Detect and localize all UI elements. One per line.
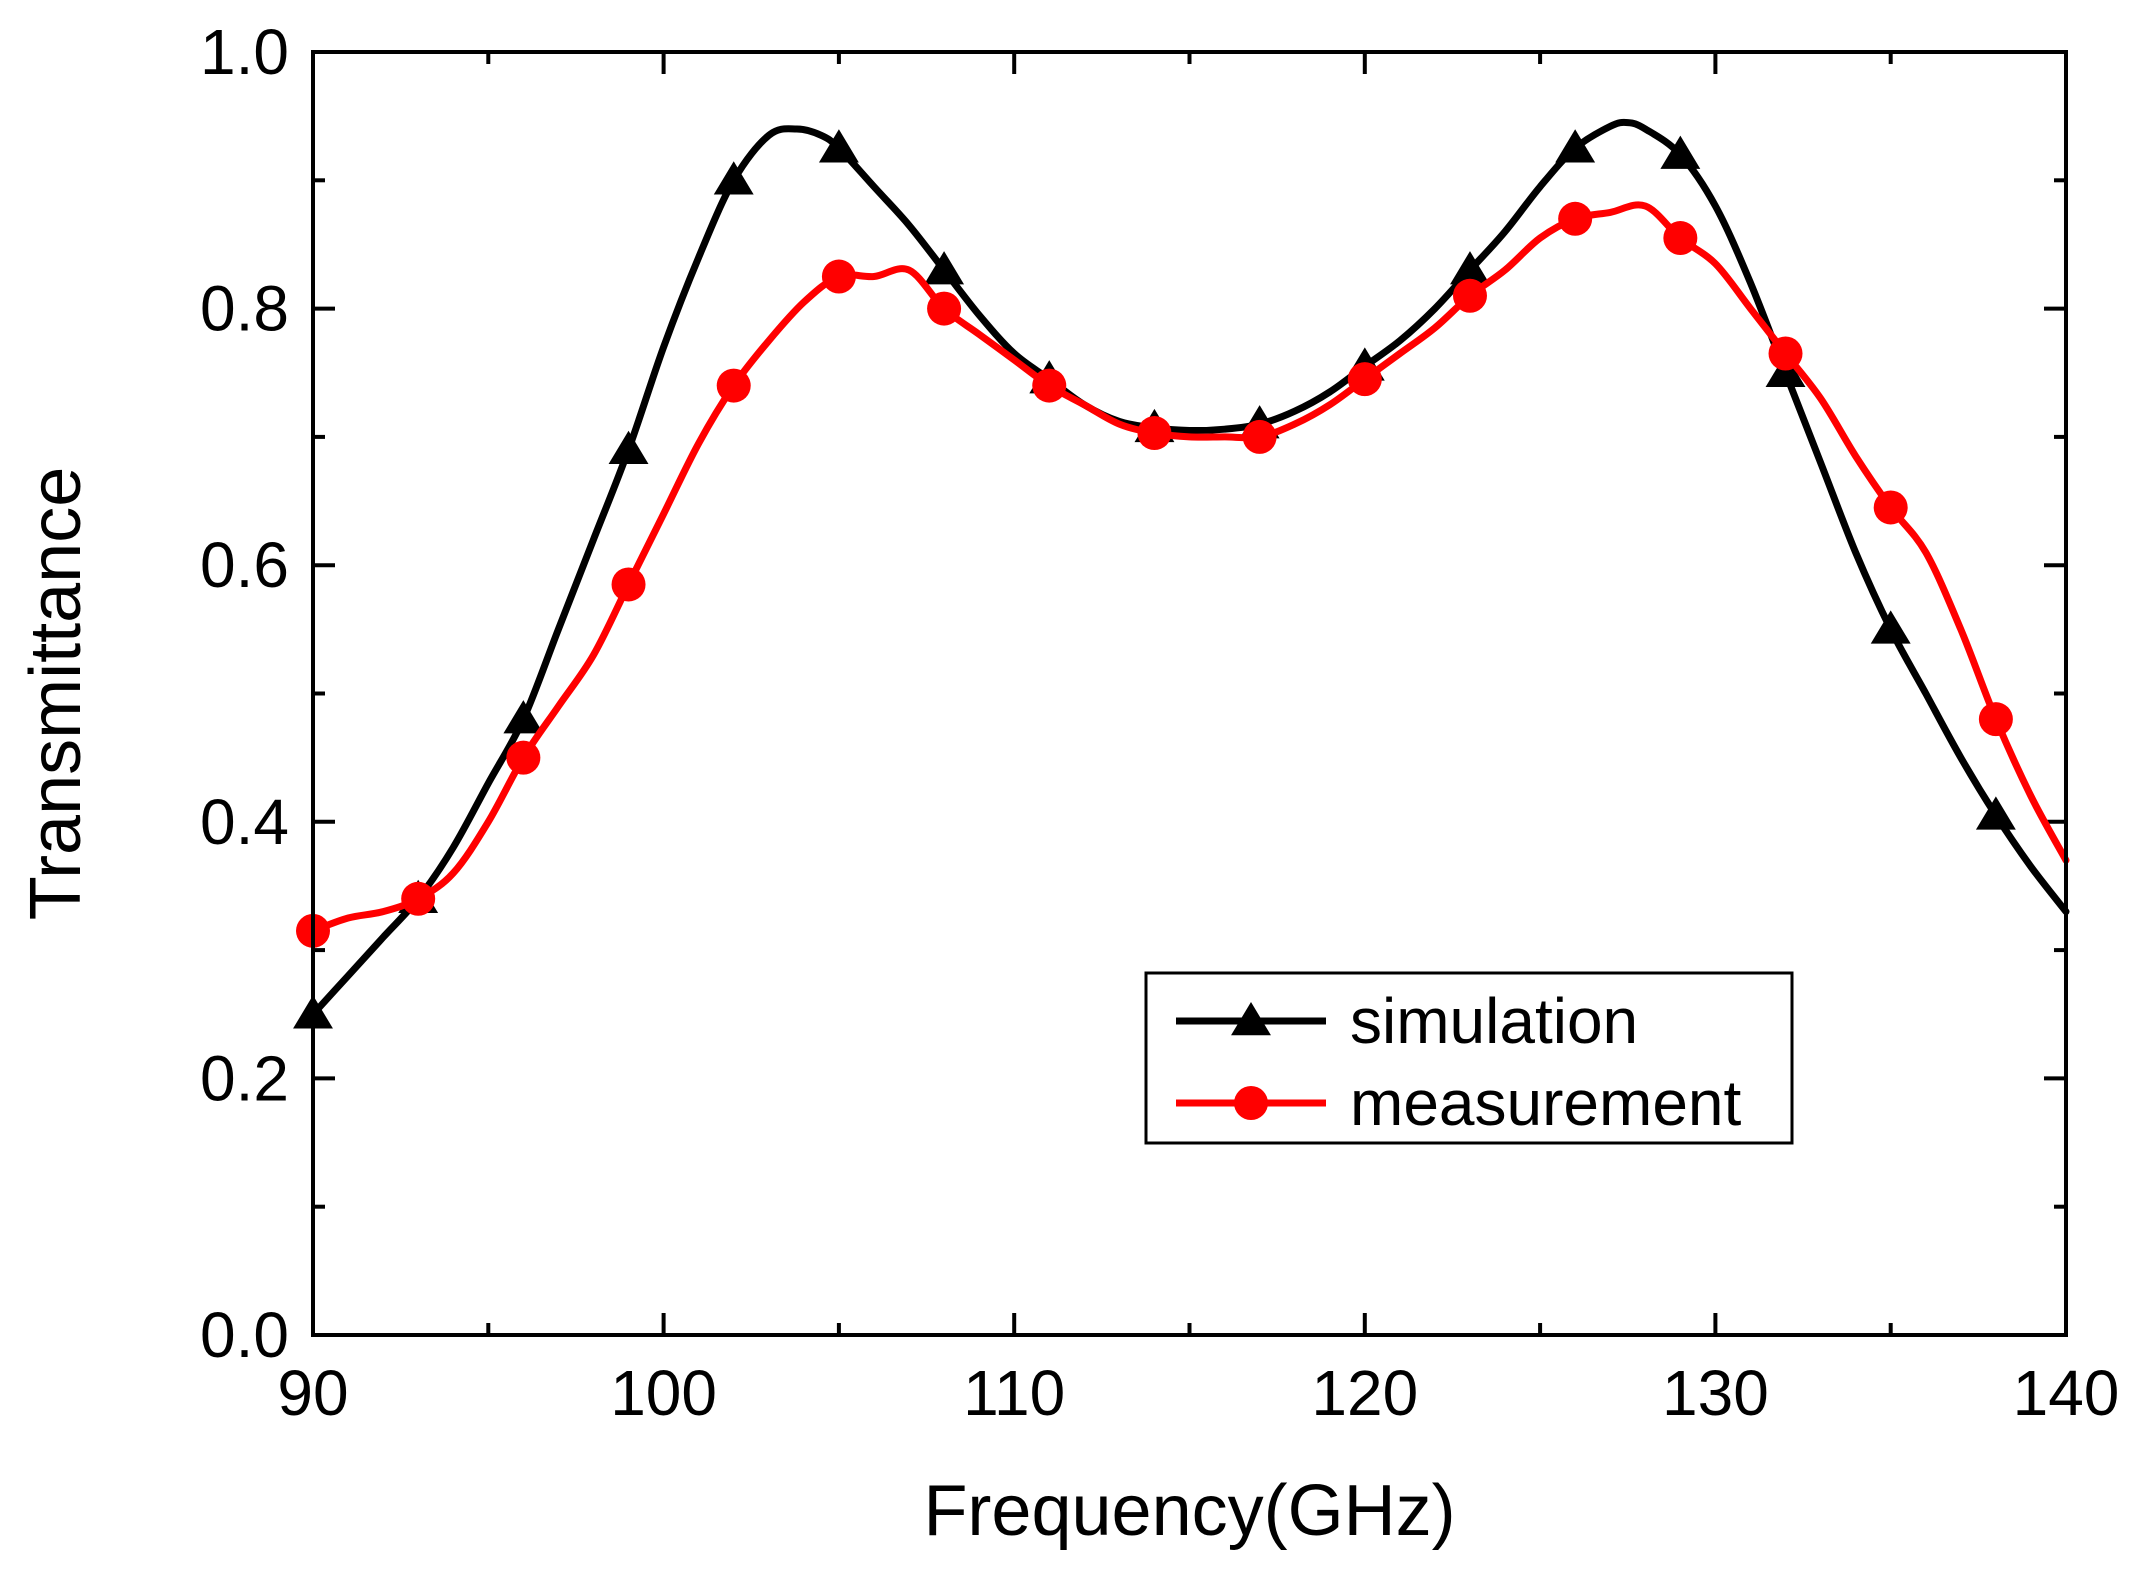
marker-simulation bbox=[503, 700, 544, 734]
y-tick-label: 0.4 bbox=[200, 786, 289, 858]
x-tick-label: 130 bbox=[1662, 1357, 1769, 1429]
marker-measurement bbox=[1242, 419, 1277, 454]
marker-measurement bbox=[1663, 221, 1698, 256]
marker-measurement bbox=[927, 291, 962, 326]
x-axis-title: Frequency(GHz) bbox=[923, 1471, 1455, 1551]
marker-measurement bbox=[506, 740, 541, 775]
marker-measurement bbox=[1873, 490, 1908, 525]
series-line-simulation bbox=[309, 118, 2070, 1018]
series-line-measurement bbox=[309, 201, 2070, 935]
y-tick-label: 0.0 bbox=[200, 1299, 289, 1371]
legend-marker-measurement bbox=[1234, 1086, 1268, 1120]
marker-simulation bbox=[1555, 129, 1596, 163]
x-tick-label: 100 bbox=[610, 1357, 717, 1429]
series-group bbox=[293, 118, 2070, 1029]
legend: simulation measurement bbox=[1144, 971, 1794, 1145]
x-tick-label: 90 bbox=[277, 1357, 348, 1429]
marker-simulation bbox=[1870, 610, 1911, 644]
legend-label-simulation: simulation bbox=[1350, 985, 1638, 1057]
legend-marker-simulation bbox=[1231, 1002, 1271, 1036]
marker-measurement bbox=[1032, 368, 1067, 403]
y-tick-label: 0.6 bbox=[200, 529, 289, 601]
plot-frame bbox=[311, 50, 2068, 1337]
y-tick-label: 0.8 bbox=[200, 273, 289, 345]
legend-label-measurement: measurement bbox=[1350, 1067, 1742, 1139]
marker-measurement bbox=[1137, 416, 1172, 451]
marker-measurement bbox=[1452, 278, 1487, 313]
marker-measurement bbox=[1558, 201, 1593, 236]
marker-simulation bbox=[608, 430, 649, 464]
y-axis-title: Transmittance bbox=[16, 467, 96, 920]
marker-measurement bbox=[1978, 702, 2013, 737]
y-tick-label: 0.2 bbox=[200, 1042, 289, 1114]
x-tick-label: 120 bbox=[1311, 1357, 1418, 1429]
marker-measurement bbox=[1768, 336, 1803, 371]
marker-measurement bbox=[1347, 362, 1382, 397]
marker-measurement bbox=[821, 259, 856, 294]
tick-labels-group: 90 100 110 120 130 140 0.0 0.2 0.4 0.6 0.8 1.0 bbox=[200, 16, 2119, 1429]
x-tick-label: 140 bbox=[2013, 1357, 2120, 1429]
marker-simulation bbox=[924, 251, 965, 285]
marker-simulation bbox=[818, 129, 859, 163]
marker-measurement bbox=[611, 567, 646, 602]
marker-simulation bbox=[1450, 251, 1490, 285]
marker-simulation bbox=[713, 161, 754, 195]
marker-simulation bbox=[1660, 135, 1701, 169]
y-tick-label: 1.0 bbox=[200, 16, 289, 88]
x-tick-label: 110 bbox=[963, 1357, 1065, 1429]
marker-measurement bbox=[401, 881, 436, 916]
marker-measurement bbox=[716, 368, 751, 403]
marker-simulation bbox=[1975, 796, 2016, 830]
